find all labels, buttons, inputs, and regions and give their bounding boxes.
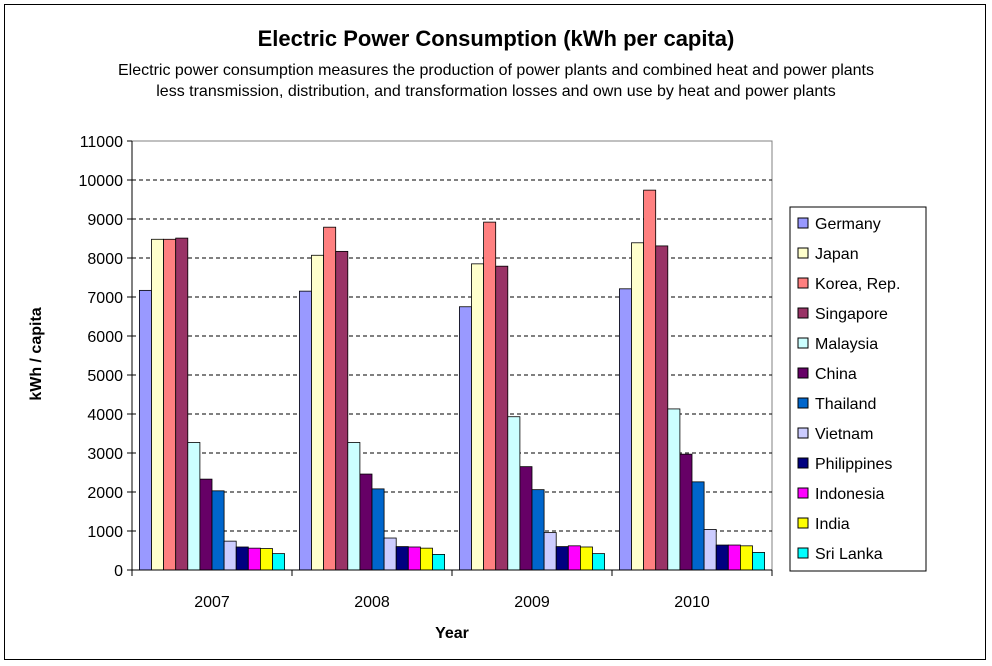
y-tick-labels: 0 1000 2000 3000 4000 5000 6000 7000 8000 9000 100… [79,134,124,580]
bar-india-2008 [419,547,433,571]
bar-singapore-2009 [495,265,509,571]
bar-sri-lanka-2009 [592,553,606,571]
bar-korea-rep--2008 [323,226,337,571]
axes [127,140,773,576]
bar-korea-rep--2010 [643,189,657,571]
y-tick-label: 1000 [87,524,123,541]
bar-philippines-2010 [715,544,729,571]
bar-indonesia-2009 [567,545,581,571]
bar-indonesia-2010 [727,544,741,571]
x-tick-labels: 2007 2008 2009 2010 [194,594,710,611]
legend-swatch [797,487,809,499]
legend-swatch [797,517,809,529]
bar-india-2009 [580,546,593,571]
legend-swatch [797,217,809,229]
x-axis-title: Year [435,625,469,642]
y-tick-label: 11000 [80,134,123,151]
bar-malaysia-2008 [347,442,361,571]
y-tick-label: 7000 [87,290,123,307]
bars [138,189,766,571]
legend-swatch [797,367,809,379]
x-tick-label: 2008 [354,594,390,611]
legend: Germany Japan Korea, Rep. Singapore Malaysia… [789,206,927,572]
legend-swatch [797,277,809,289]
y-tick-label: 0 [114,563,123,580]
y-tick-label: 3000 [87,446,123,463]
bar-philippines-2009 [555,546,569,571]
legend-swatch [797,457,809,469]
chart-subtitle: Electric power consumption measures the … [118,62,874,100]
y-tick-label: 8000 [87,251,123,268]
bar-germany-2008 [298,290,312,571]
bar-japan-2008 [311,254,325,571]
y-axis-title: kWh / capita [28,307,45,400]
bar-india-2010 [740,545,753,571]
bar-thailand-2010 [691,481,705,571]
bar-china-2007 [199,478,213,571]
legend-label: Thailand [815,396,876,413]
legend-label: Philippines [815,456,892,473]
bar-china-2009 [519,466,533,571]
bar-vietnam-2008 [383,537,397,571]
bar-singapore-2010 [655,245,669,571]
legend-label: China [815,366,857,383]
bar-korea-rep--2009 [483,221,497,571]
bar-indonesia-2007 [247,547,261,571]
bar-korea-rep--2007 [163,238,177,571]
legend-swatch [797,247,809,259]
bar-japan-2009 [471,263,485,571]
legend-swatch [797,337,809,349]
legend-label: India [815,516,850,533]
legend-box [789,206,927,572]
bar-sri-lanka-2010 [752,552,766,571]
y-tick-label: 5000 [87,368,123,385]
legend-label: Japan [815,246,859,263]
bar-malaysia-2010 [667,408,681,571]
y-tick-label: 6000 [87,329,123,346]
bar-philippines-2007 [235,546,249,571]
legend-label: Sri Lanka [815,546,883,563]
bar-china-2008 [359,473,373,571]
bar-malaysia-2009 [507,416,521,571]
bar-japan-2007 [151,238,165,571]
bar-germany-2009 [458,306,472,571]
bar-germany-2007 [138,289,152,571]
bar-china-2010 [679,453,693,571]
legend-swatch [797,547,809,559]
x-tick-label: 2010 [674,594,710,611]
bar-sri-lanka-2008 [432,554,446,571]
legend-label: Korea, Rep. [815,276,900,293]
legend-label: Indonesia [815,486,884,503]
legend-label: Malaysia [815,336,878,353]
bar-japan-2010 [631,242,645,571]
y-tick-label: 4000 [87,407,123,424]
bar-india-2007 [259,548,273,571]
legend-swatch [797,307,809,319]
bar-thailand-2008 [371,488,385,571]
chart-title: Electric Power Consumption (kWh per capi… [257,26,735,51]
bar-vietnam-2007 [223,540,237,571]
bar-philippines-2008 [395,546,409,571]
legend-label: Vietnam [815,426,873,443]
y-tick-label: 2000 [87,485,123,502]
y-tick-label: 10000 [79,173,124,190]
bar-thailand-2009 [531,489,545,571]
bar-vietnam-2010 [703,529,717,571]
bar-singapore-2008 [335,250,349,571]
x-tick-label: 2007 [194,594,230,611]
bar-vietnam-2009 [543,532,557,571]
legend-swatch [797,397,809,409]
x-tick-label: 2009 [514,594,550,611]
bar-germany-2010 [619,288,632,571]
bar-singapore-2007 [175,237,189,571]
bar-sri-lanka-2007 [272,553,286,571]
legend-label: Germany [815,216,881,233]
bar-thailand-2007 [211,490,225,571]
legend-label: Singapore [815,306,888,323]
y-tick-label: 9000 [87,212,123,229]
legend-swatch [797,427,809,439]
bar-malaysia-2007 [187,442,201,571]
bar-indonesia-2008 [407,546,421,571]
